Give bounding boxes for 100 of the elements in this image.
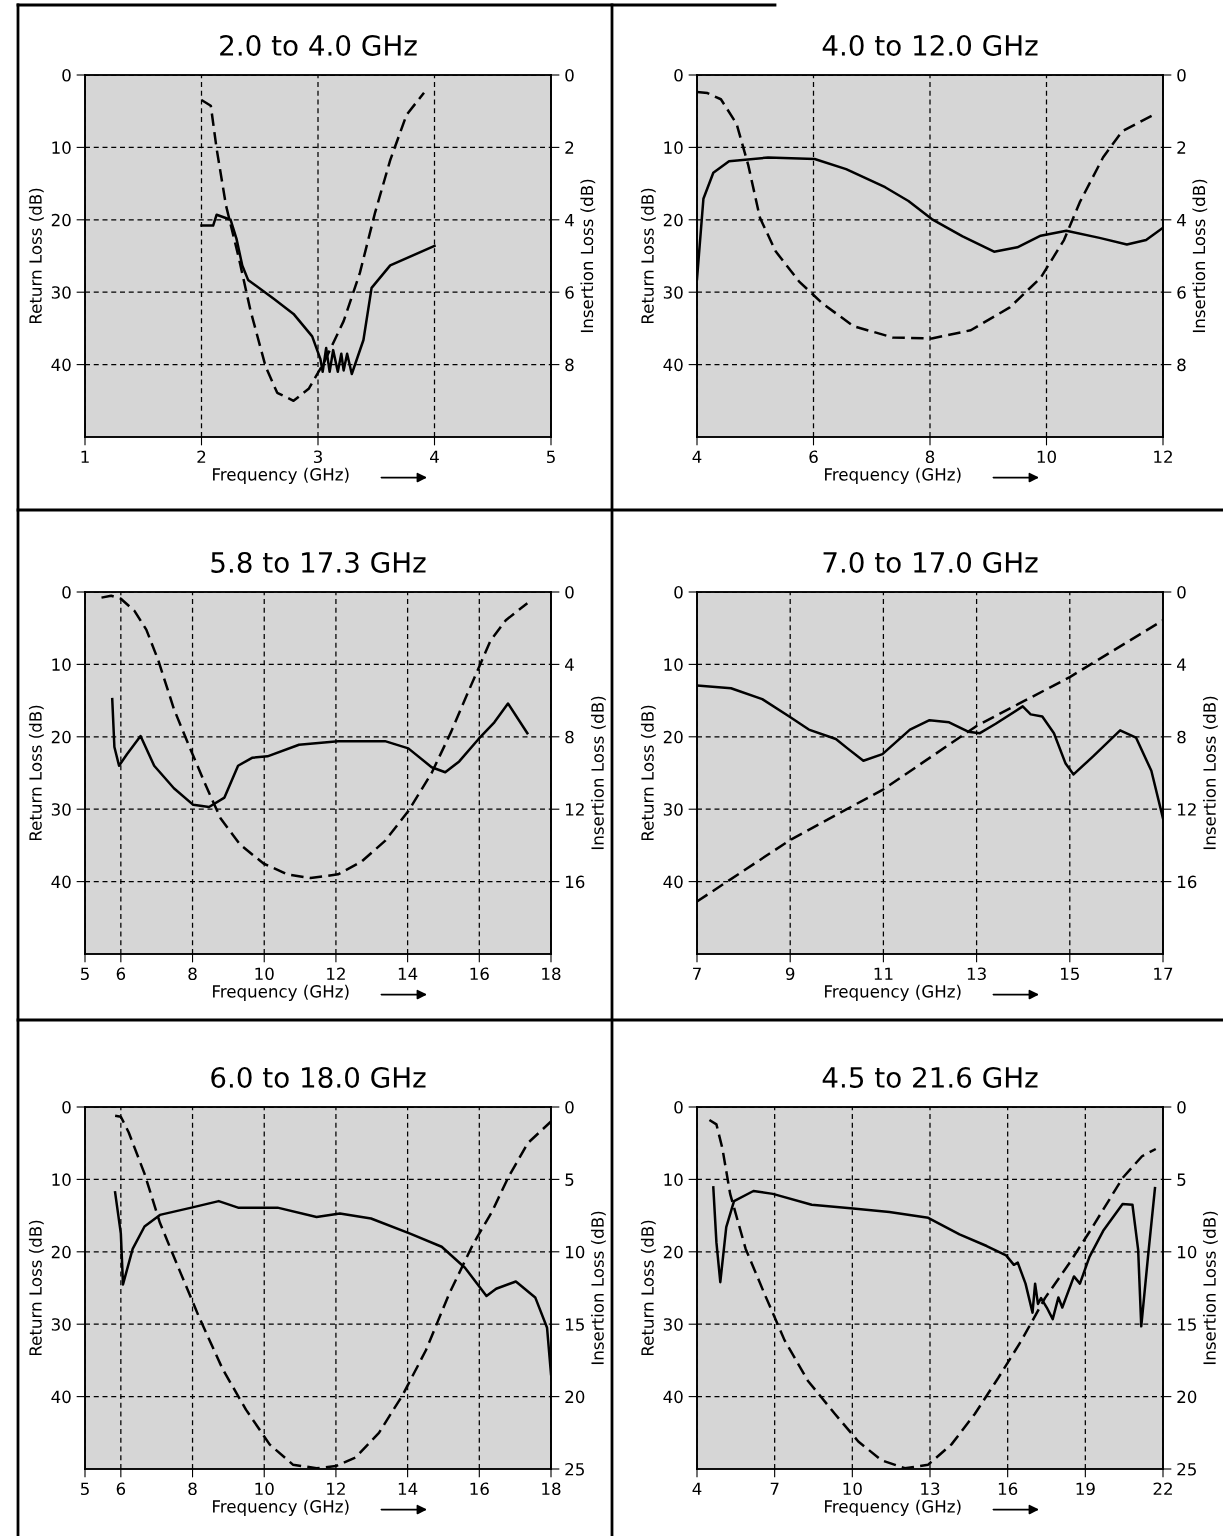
y-tick-label: 20 [663, 213, 683, 227]
x-tick-label: 5 [546, 450, 555, 464]
x-axis-title: Frequency (GHz) [213, 467, 349, 484]
x-tick-label: 5 [80, 967, 89, 981]
y-axis-title: Return Loss (dB) [28, 188, 44, 324]
y2-axis-title: Insertion Loss (dB) [1202, 1211, 1218, 1365]
x-axis-title: Frequency (GHz) [213, 1499, 349, 1516]
chart-title: 7.0 to 17.0 GHz [823, 551, 1038, 573]
y-axis-title: Return Loss (dB) [640, 188, 656, 324]
y-axis-title: Return Loss (dB) [28, 705, 44, 841]
x-tick-label: 16 [470, 1482, 489, 1496]
x-tick-label: 4 [430, 450, 439, 463]
y-tick-label: 10 [52, 141, 71, 154]
y-tick-label: 0 [674, 68, 683, 82]
y-tick-label: 30 [663, 1318, 683, 1331]
y-tick-label: 0 [674, 1100, 683, 1114]
x-tick-label: 10 [1037, 450, 1056, 464]
y-tick-label: 10 [664, 1173, 683, 1186]
x-tick-label: 6 [116, 1482, 126, 1496]
x-tick-label: 16 [998, 1482, 1018, 1496]
x-tick-label: 10 [255, 967, 274, 981]
x-tick-label: 19 [1076, 1482, 1095, 1496]
y-tick-label: 10 [52, 658, 71, 671]
x-tick-label: 18 [542, 967, 561, 981]
y2-tick-label: 12 [1178, 803, 1196, 816]
y-tick-label: 40 [663, 358, 683, 372]
x-axis-title: Frequency (GHz) [825, 467, 961, 484]
y2-tick-label: 0 [1177, 585, 1186, 599]
y-tick-label: 10 [664, 658, 683, 671]
y-tick-label: 30 [51, 286, 71, 299]
x-tick-label: 7 [693, 967, 701, 980]
y2-tick-label: 16 [566, 875, 585, 889]
y-tick-label: 20 [663, 730, 683, 744]
x-tick-label: 14 [398, 1482, 418, 1495]
x-tick-label: 5 [80, 1482, 89, 1496]
y2-tick-label: 5 [565, 1173, 574, 1186]
y2-tick-label: 25 [565, 1462, 584, 1476]
x-tick-label: 8 [925, 450, 935, 464]
y2-tick-label: 4 [565, 658, 574, 671]
y2-tick-label: 0 [1177, 1100, 1186, 1114]
y2-tick-label: 8 [1177, 730, 1186, 744]
y-tick-label: 30 [51, 803, 71, 816]
x-tick-label: 17 [1154, 967, 1173, 980]
chart-title: 4.0 to 12.0 GHz [822, 34, 1038, 56]
y-tick-label: 20 [663, 1245, 683, 1259]
x-tick-label: 10 [255, 1482, 274, 1496]
y-tick-label: 10 [664, 141, 683, 154]
y2-tick-label: 20 [1177, 1390, 1197, 1404]
x-tick-label: 7 [770, 1482, 779, 1495]
x-tick-label: 12 [1154, 450, 1172, 463]
y2-tick-label: 8 [565, 358, 574, 372]
y-tick-label: 40 [663, 875, 683, 889]
x-tick-label: 9 [785, 967, 795, 981]
y2-tick-label: 6 [1177, 286, 1186, 299]
x-tick-label: 2 [197, 450, 206, 463]
y-tick-label: 40 [663, 1390, 683, 1404]
y2-axis-title: Insertion Loss (dB) [580, 179, 596, 333]
y2-tick-label: 12 [566, 803, 584, 816]
x-tick-label: 12 [327, 967, 345, 980]
y-tick-label: 30 [663, 803, 683, 816]
y2-tick-label: 25 [1177, 1462, 1196, 1476]
x-tick-label: 22 [1153, 1482, 1172, 1495]
y-tick-label: 40 [51, 875, 71, 889]
x-axis-title: Frequency (GHz) [213, 984, 349, 1001]
y-tick-label: 40 [51, 1390, 71, 1404]
y2-axis-title: Insertion Loss (dB) [590, 1211, 606, 1365]
y2-tick-label: 10 [566, 1245, 585, 1259]
chart-title: 6.0 to 18.0 GHz [211, 1066, 426, 1088]
y-tick-label: 30 [51, 1318, 71, 1331]
y2-tick-label: 4 [1177, 658, 1186, 671]
x-tick-label: 1 [81, 450, 89, 463]
y-tick-label: 0 [62, 68, 71, 82]
y2-axis-title: Insertion Loss (dB) [590, 696, 606, 850]
x-tick-label: 11 [874, 967, 893, 980]
y2-tick-label: 5 [1177, 1173, 1186, 1186]
x-tick-label: 4 [692, 1482, 702, 1495]
y2-tick-label: 15 [566, 1318, 584, 1331]
y-axis-title: Return Loss (dB) [28, 1220, 44, 1356]
y-axis-title: Return Loss (dB) [640, 705, 656, 841]
y2-tick-label: 0 [565, 1100, 574, 1114]
y2-tick-label: 20 [565, 1390, 585, 1404]
y2-axis-title: Insertion Loss (dB) [1202, 696, 1218, 850]
x-tick-label: 8 [188, 1482, 197, 1496]
x-tick-label: 10 [843, 1482, 862, 1496]
y2-tick-label: 2 [1177, 141, 1186, 154]
x-tick-label: 4 [692, 450, 702, 463]
y2-tick-label: 0 [1177, 68, 1186, 82]
x-tick-label: 13 [921, 1482, 940, 1496]
y-tick-label: 10 [52, 1173, 71, 1186]
x-tick-label: 15 [1061, 967, 1079, 981]
x-tick-label: 14 [398, 967, 418, 980]
y2-tick-label: 2 [565, 141, 574, 154]
y-tick-label: 0 [62, 1100, 71, 1114]
x-axis-title: Frequency (GHz) [825, 984, 961, 1001]
x-tick-label: 3 [313, 450, 322, 464]
y2-tick-label: 8 [1177, 358, 1186, 372]
y-tick-label: 40 [51, 358, 71, 372]
y2-tick-label: 0 [565, 68, 574, 82]
y2-tick-label: 16 [1178, 875, 1197, 889]
y2-tick-label: 6 [565, 286, 574, 299]
